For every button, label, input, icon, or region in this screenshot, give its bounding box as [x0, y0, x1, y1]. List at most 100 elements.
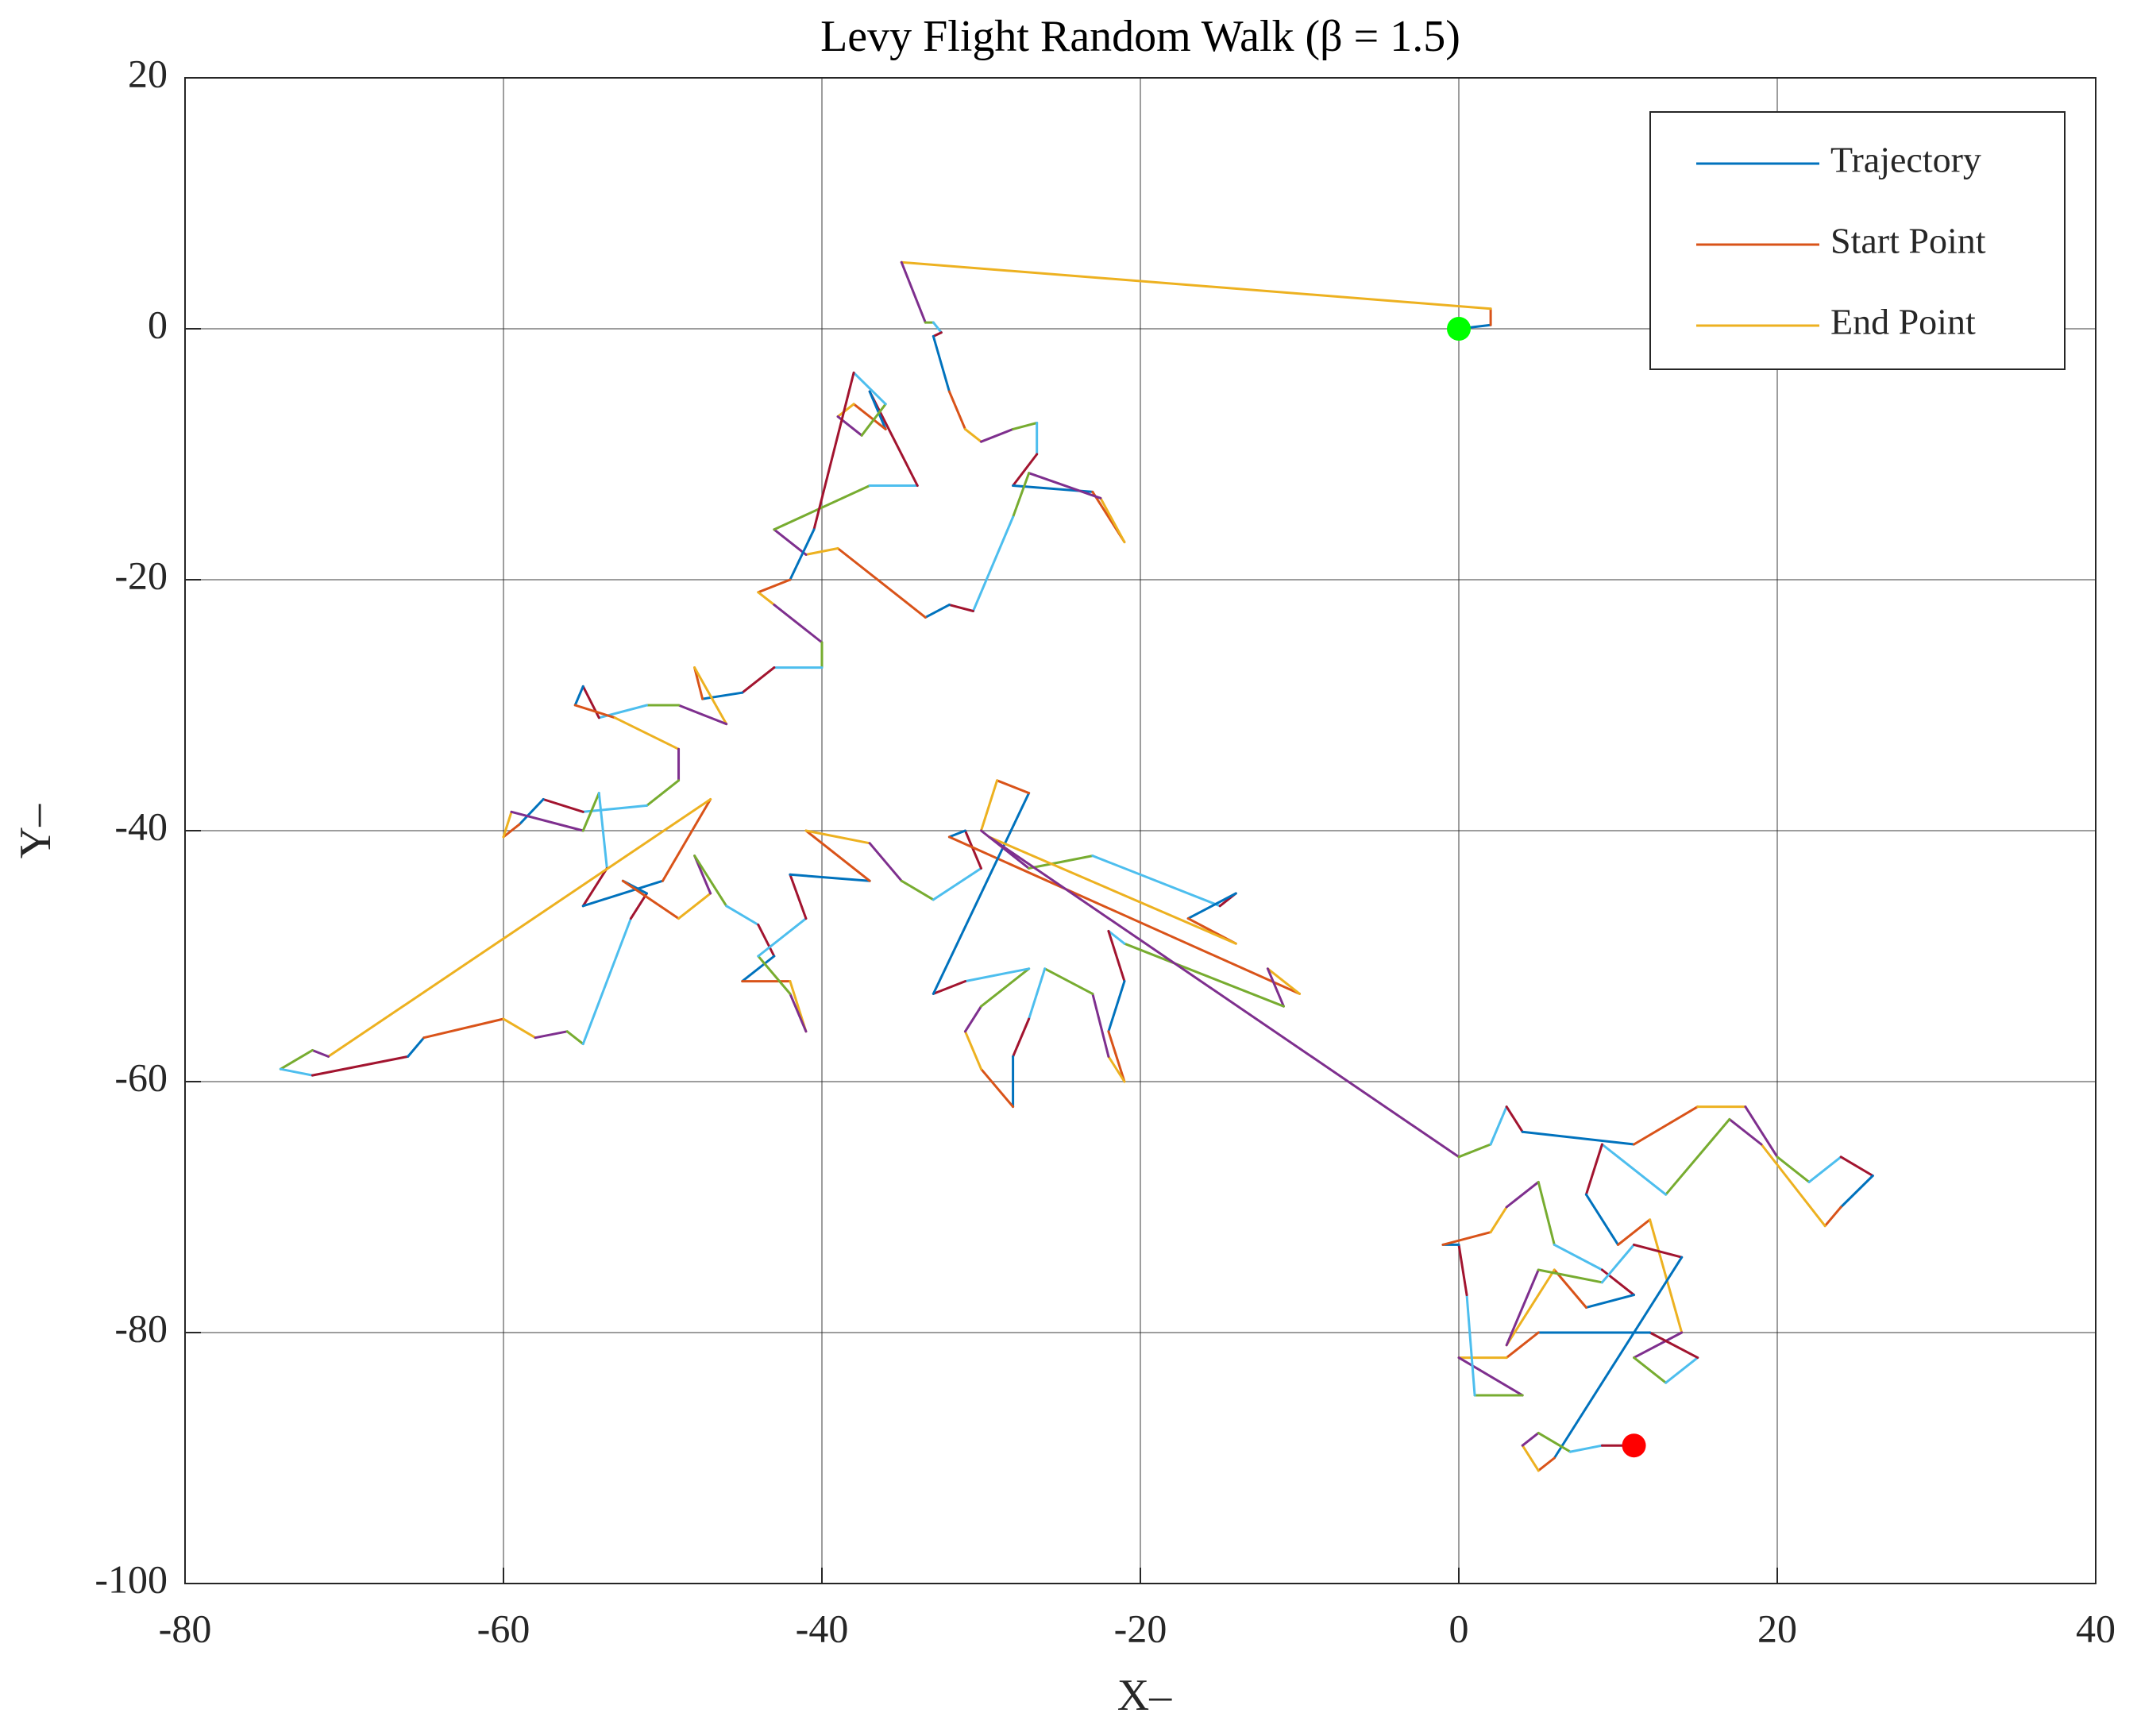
trajectory-segment [502, 823, 521, 839]
trajectory-segment [422, 1017, 505, 1040]
x-tick-label: 0 [1449, 1606, 1469, 1650]
y-tick-label: -20 [114, 553, 168, 597]
trajectory-segment [1600, 1268, 1636, 1297]
trajectory-segment [757, 578, 792, 594]
legend-label: Trajectory [1830, 140, 1981, 180]
trajectory-segment [534, 1030, 569, 1040]
trajectory-segment [677, 704, 728, 726]
trajectory-segment [621, 879, 681, 920]
trajectory-segment [613, 716, 681, 750]
trajectory-segment [1505, 1331, 1540, 1360]
trajectory-segment [980, 967, 1031, 1008]
trajectory-segment [1664, 1356, 1699, 1384]
trajectory-segment [542, 798, 584, 813]
trajectory-segment [1584, 1193, 1619, 1246]
trajectory-segment [1521, 1444, 1540, 1472]
trajectory-segment [677, 892, 712, 920]
y-axis-label: Y– [11, 804, 60, 858]
trajectory-segment [1186, 892, 1237, 920]
trajectory-segment [1028, 472, 1102, 500]
y-tick-label: 0 [148, 302, 168, 346]
start-marker [1447, 317, 1471, 341]
trajectory-segment [1489, 1105, 1508, 1146]
trajectory-segment [1489, 1206, 1508, 1234]
trajectory-segment [1633, 1243, 1684, 1259]
trajectory-segment [741, 955, 776, 983]
trajectory-segment [581, 917, 632, 1046]
legend-label: Start Point [1830, 221, 1986, 261]
trajectory-segment [693, 666, 704, 700]
trajectory-segment [279, 1049, 314, 1071]
trajectory-segment [311, 1055, 410, 1077]
trajectory-segment [279, 1067, 314, 1077]
trajectory-segment [868, 390, 887, 430]
trajectory-segment [789, 873, 808, 920]
trajectory-segment [311, 1049, 330, 1058]
trajectory-segment [804, 829, 871, 882]
trajectory-segment [1649, 1331, 1699, 1360]
trajectory-segment [1457, 1243, 1468, 1297]
trajectory-segment [947, 829, 966, 839]
trajectory-segment [773, 604, 824, 644]
trajectory-segment [701, 691, 744, 700]
trajectory-segment [1760, 1143, 1826, 1228]
trajectory-segment [900, 260, 927, 324]
trajectory-segment [932, 792, 1031, 995]
trajectory-segment [868, 842, 903, 882]
trajectory-segment [1266, 967, 1301, 995]
trajectory-segment [1457, 1356, 1524, 1397]
trajectory-segment [1028, 967, 1047, 1020]
x-tick-label: -40 [796, 1606, 849, 1650]
trajectory-segment [1537, 1431, 1572, 1453]
trajectory-segment [852, 371, 887, 406]
trajectory-segment [1553, 1243, 1603, 1271]
trajectory-segment [963, 829, 982, 870]
x-tick-label: 40 [2076, 1606, 2116, 1650]
trajectory-segment [1465, 1294, 1476, 1397]
trajectory-segment [971, 515, 1015, 612]
trajectory-segment [980, 779, 999, 832]
trajectory-segment [1505, 1268, 1540, 1347]
trajectory-segment [662, 798, 712, 882]
x-tick-label: -20 [1114, 1606, 1167, 1650]
y-tick-label: -60 [114, 1055, 168, 1099]
trajectory-segment [924, 604, 951, 619]
trajectory-segment [804, 829, 871, 845]
trajectory-segment [1807, 1155, 1842, 1183]
end-marker [1622, 1433, 1646, 1458]
trajectory-segment [1043, 967, 1094, 995]
trajectory-segment [1537, 1180, 1556, 1246]
trajectory-segment [947, 390, 966, 430]
trajectory-segment [947, 604, 974, 612]
trajectory-segment [1266, 967, 1285, 1008]
trajectory-segment [836, 403, 855, 419]
trajectory-segment [645, 779, 681, 807]
trajectory-segment [1633, 1356, 1668, 1384]
trajectory-segment [581, 792, 600, 832]
trajectory-segment [1633, 1105, 1699, 1146]
trajectory-segment [1107, 929, 1126, 983]
trajectory-segment [963, 427, 982, 443]
trajectory-segment [502, 810, 513, 839]
x-tick-label: -60 [477, 1606, 530, 1650]
trajectory-segment [988, 835, 1237, 945]
trajectory-segment [1664, 1117, 1731, 1196]
trajectory-segment [1633, 1331, 1684, 1360]
trajectory-segment [1441, 1231, 1492, 1246]
y-tick-label: 20 [128, 51, 168, 95]
trajectory-segment [693, 666, 728, 726]
legend-label: End Point [1830, 302, 1976, 342]
trajectory-segment [573, 685, 584, 707]
trajectory-segment [1091, 992, 1110, 1058]
trajectory-segment [1457, 1143, 1492, 1159]
trajectory-segment [812, 371, 855, 531]
ticks: -80 -60 -40 -20 0 20 40 -100 -80 -60 -40 -20 0 20 [95, 51, 2116, 1650]
trajectory-segment [1091, 854, 1221, 908]
trajectory-segment [1553, 1256, 1684, 1460]
trajectory-segment [757, 917, 808, 958]
trajectory-segment [1107, 929, 1126, 945]
trajectory-segment [773, 484, 871, 531]
trajectory-segment [789, 992, 808, 1033]
trajectory-segment [1839, 1155, 1874, 1177]
